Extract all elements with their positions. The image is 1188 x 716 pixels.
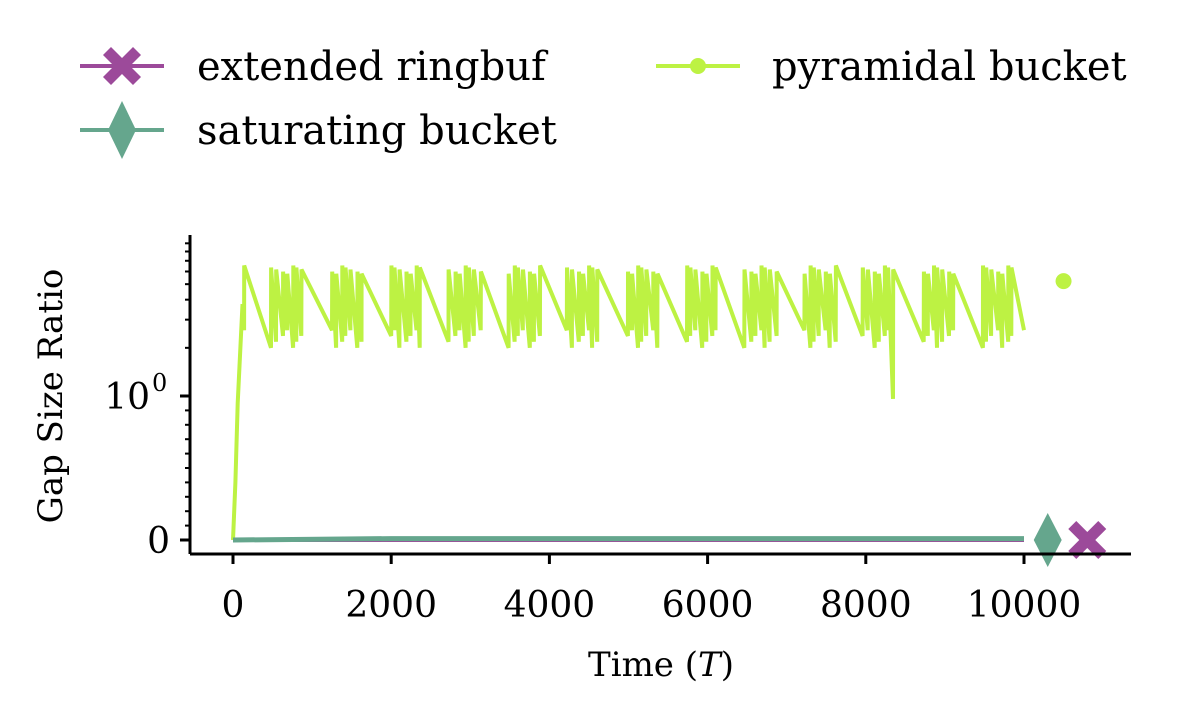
legend: extended ringbuf saturating bucket pyram…	[80, 44, 1127, 159]
series-saturating-bucket-end-marker	[1033, 513, 1062, 567]
legend-entry-saturating-bucket: saturating bucket	[80, 101, 557, 159]
x-tick-label: 6000	[662, 585, 754, 626]
x-marker-icon	[103, 47, 141, 85]
y-tick-label-exponent: 0	[152, 369, 167, 397]
x-tick-label: 10000	[967, 585, 1082, 626]
legend-entry-extended-ringbuf: extended ringbuf	[80, 44, 549, 90]
series-layer	[231, 264, 1107, 567]
x-tick-label: 2000	[345, 585, 437, 626]
legend-entry-pyramidal-bucket: pyramidal bucket	[656, 44, 1127, 90]
circle-marker-icon	[690, 58, 706, 74]
legend-label: pyramidal bucket	[772, 44, 1127, 90]
series-pyramidal-bucket-end-marker	[1055, 273, 1072, 290]
series-saturating-bucket-line	[232, 536, 1024, 543]
y-ticks: 010 0	[104, 242, 190, 562]
diamond-marker-icon	[108, 101, 136, 159]
axes: 010 0 0 2000 4000 6000 8000 10000	[104, 235, 1131, 626]
y-axis-label: Gap Size Ratio	[31, 269, 71, 524]
x-tick-label: 4000	[504, 585, 596, 626]
y-tick-label: 0	[147, 521, 170, 562]
x-axis-label: Time (T)	[588, 645, 734, 685]
x-tick-label: 8000	[820, 585, 912, 626]
legend-label: saturating bucket	[197, 108, 557, 154]
legend-label: extended ringbuf	[197, 44, 549, 90]
series-extended-ringbuf-end-marker	[1068, 521, 1107, 559]
x-tick-label: 0	[222, 585, 245, 626]
y-tick-label: 10	[104, 377, 150, 418]
series-pyramidal-bucket-line	[231, 264, 1026, 541]
x-ticks: 0 2000 4000 6000 8000 10000	[222, 554, 1082, 626]
